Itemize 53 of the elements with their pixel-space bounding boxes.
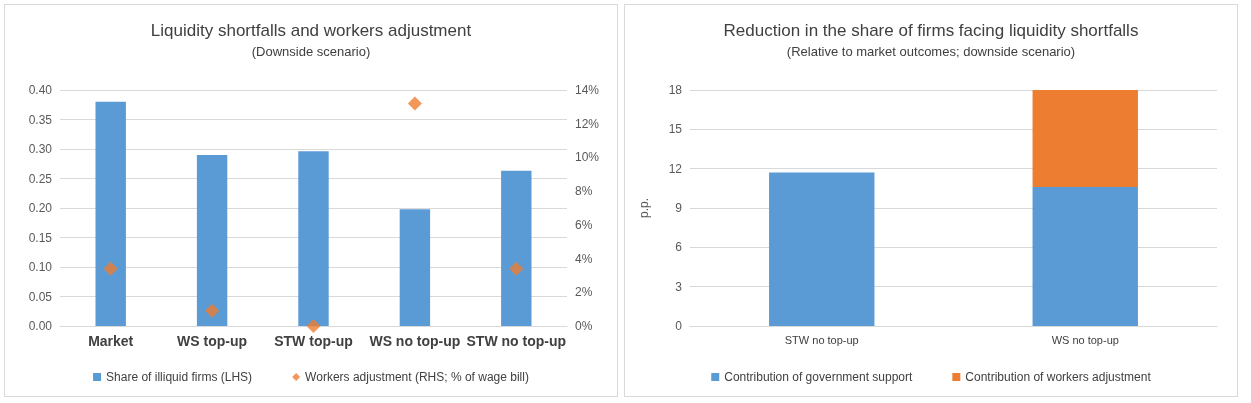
y-tick-label: 0.30: [28, 142, 53, 156]
bar: [501, 170, 532, 326]
y2-tick-label: 0%: [575, 319, 593, 333]
point: [407, 96, 422, 111]
chart-subtitle: (Downside scenario): [251, 44, 371, 59]
x-tick-label: STW no top-up: [784, 333, 859, 346]
point: [205, 303, 220, 318]
y-tick-label: 18: [668, 83, 683, 97]
x-tick-label: STW top-up: [274, 333, 353, 349]
y-tick-label: 0.25: [28, 171, 53, 186]
y-tick-label: 0.15: [28, 230, 53, 245]
y2-tick-label: 4%: [575, 251, 593, 266]
chart-title: Reduction in the share of firms facing liquidity shortfalls: [723, 21, 1139, 40]
y-tick-label: 9: [675, 201, 683, 215]
y2-tick-label: 6%: [575, 217, 593, 232]
y-tick-label: 0.40: [28, 83, 53, 97]
y-tick-label: 0.05: [28, 289, 53, 304]
point: [509, 261, 524, 276]
legend-label: Contribution of government support: [724, 370, 914, 384]
y2-tick-label: 2%: [575, 285, 593, 300]
y-tick-label: 0.00: [28, 319, 53, 333]
x-tick-label: WS no top-up: [369, 333, 461, 349]
bar: [1032, 187, 1138, 326]
y-tick-label: 15: [668, 122, 683, 137]
y2-tick-label: 8%: [575, 184, 593, 199]
bar: [769, 172, 875, 326]
bar: [1032, 90, 1138, 188]
point: [103, 261, 118, 276]
legend-label: Share of illiquid firms (LHS): [106, 370, 253, 384]
y-tick-label: 6: [675, 240, 683, 255]
legend-label: Contribution of workers adjustment: [965, 370, 1152, 384]
bar: [196, 154, 228, 326]
chart-subtitle: (Relative to market outcomes; downside scenario): [786, 44, 1076, 59]
bar: [298, 151, 329, 326]
y-tick-label: 0.35: [28, 112, 53, 127]
y-tick-label: 0.10: [28, 260, 53, 274]
x-tick-label: Market: [88, 333, 134, 349]
y-tick-label: 0.20: [28, 201, 53, 215]
point: [306, 319, 321, 333]
bar: [95, 101, 126, 326]
legend-label: Workers adjustment (RHS; % of wage bill): [305, 370, 529, 384]
y-tick-label: 12: [668, 161, 683, 176]
bar: [399, 209, 431, 326]
y2-tick-label: 14%: [575, 83, 600, 97]
y2-tick-label: 12%: [575, 116, 600, 131]
y-axis-title: p.p.: [637, 197, 651, 219]
x-tick-label: WS no top-up: [1051, 333, 1119, 346]
x-tick-label: STW no top-up: [466, 333, 567, 349]
y-tick-label: 3: [675, 279, 683, 294]
y2-tick-label: 10%: [575, 150, 600, 165]
y-tick-label: 0: [675, 319, 683, 333]
x-tick-label: WS top-up: [177, 333, 248, 349]
chart-title: Liquidity shortfalls and workers adjustment: [150, 21, 472, 40]
